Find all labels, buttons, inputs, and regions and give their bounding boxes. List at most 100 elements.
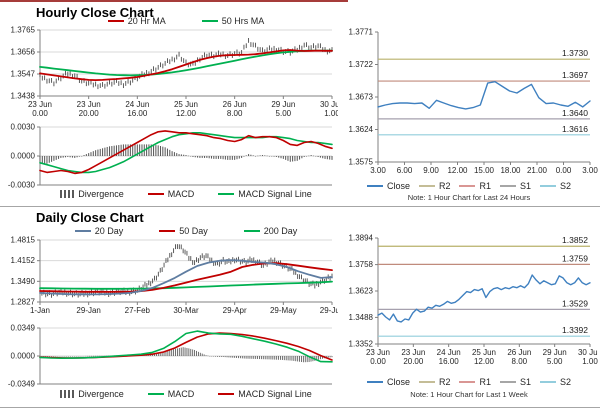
legend-label: 200 Day (263, 225, 298, 236)
legend-label: MACD (167, 188, 195, 199)
legend-label: R2 (438, 181, 451, 191)
svg-text:1.3623: 1.3623 (349, 287, 374, 296)
svg-text:16.00: 16.00 (127, 109, 148, 118)
daily-price-legend: 20 Day 50 Day 200 Day (40, 225, 332, 236)
svg-text:1.3575: 1.3575 (349, 158, 374, 167)
svg-text:8.00: 8.00 (227, 109, 243, 118)
svg-text:1.3722: 1.3722 (349, 60, 374, 69)
legend-label: S2 (560, 377, 572, 387)
svg-text:20.00: 20.00 (79, 109, 100, 118)
legend-item-r2: R2 (418, 181, 451, 191)
svg-text:1.2827: 1.2827 (11, 298, 36, 307)
hourly-macd-legend: Divergence MACD MACD Signal Line (40, 188, 332, 199)
svg-text:29 Jun: 29 Jun (543, 348, 567, 357)
line-swatch-icon (500, 381, 516, 383)
legend-label: S2 (560, 181, 572, 191)
svg-text:18.00: 18.00 (500, 166, 521, 175)
svg-text:26 Jun: 26 Jun (223, 100, 247, 109)
legend-item-macd-signal-line: MACD Signal Line (218, 189, 312, 199)
line-swatch-icon (243, 229, 260, 232)
line-swatch-icon (366, 185, 383, 187)
legend-item-20-day: 20 Day (74, 226, 123, 236)
svg-text:1.3616: 1.3616 (562, 124, 588, 134)
line-swatch-icon (147, 192, 164, 195)
legend-label: Divergence (78, 188, 124, 199)
legend-item-divergence: Divergence (60, 389, 124, 399)
svg-text:1.3352: 1.3352 (349, 340, 374, 349)
svg-text:27-Feb: 27-Feb (125, 306, 151, 315)
legend-label: Close (386, 377, 410, 387)
legend-label: S1 (520, 181, 532, 191)
svg-text:30 Jun: 30 Jun (578, 348, 598, 357)
hourly-macd-canvas: 0.0030 0.0000 -0.0030 (8, 123, 333, 190)
svg-text:12.00: 12.00 (474, 357, 495, 366)
svg-text:16.00: 16.00 (439, 357, 460, 366)
legend-item-close: Close (366, 377, 410, 387)
hourly-24h-chart: 1.3771 1.3722 1.3673 1.3624 1.3575 3.00 6.00 9.… (336, 20, 599, 184)
bottom-divider-rule (0, 407, 600, 408)
legend-item-close: Close (366, 181, 410, 191)
svg-text:23 Jun: 23 Jun (366, 348, 390, 357)
svg-text:30 Jun: 30 Jun (320, 100, 338, 109)
line-swatch-icon (159, 229, 176, 232)
line-swatch-icon (366, 381, 383, 383)
svg-text:24 Jun: 24 Jun (125, 100, 149, 109)
svg-text:26 Jun: 26 Jun (507, 348, 531, 357)
legend-item-r1: R1 (459, 181, 491, 191)
legend-item-50-hrs-ma: 50 Hrs MA (201, 15, 265, 26)
legend-item-s1: S1 (500, 181, 531, 191)
svg-text:1.3673: 1.3673 (349, 93, 374, 102)
svg-text:8.00: 8.00 (512, 357, 528, 366)
svg-text:1.3488: 1.3488 (349, 313, 374, 322)
daily-price-chart: 1.4815 1.4152 1.3490 1.2827 1-Jan 29-Jan 27-Fe… (4, 236, 345, 322)
bar-swatch-icon (60, 189, 75, 198)
svg-text:15.00: 15.00 (474, 166, 495, 175)
svg-text:25 Jun: 25 Jun (174, 100, 198, 109)
svg-text:25 Jun: 25 Jun (472, 348, 496, 357)
legend-label: 50 Hrs MA (221, 15, 265, 26)
legend-item-r1: R1 (459, 377, 491, 387)
legend-label: 50 Day (179, 225, 208, 236)
svg-text:29-Jun: 29-Jun (320, 306, 338, 315)
legend-label: MACD Signal Line (238, 388, 312, 399)
line-swatch-icon (201, 19, 218, 22)
line-swatch-icon (459, 381, 476, 383)
svg-text:0.00: 0.00 (556, 166, 572, 175)
svg-text:1.4152: 1.4152 (11, 256, 36, 265)
svg-text:1.3730: 1.3730 (562, 48, 588, 58)
svg-text:23 Jun: 23 Jun (77, 100, 101, 109)
svg-text:0.0349: 0.0349 (11, 324, 36, 333)
legend-label: 20 Hr MA (127, 15, 166, 26)
svg-text:1.3758: 1.3758 (349, 260, 374, 269)
svg-text:3.00: 3.00 (370, 166, 386, 175)
line-swatch-icon (74, 229, 91, 232)
svg-text:1.3771: 1.3771 (349, 28, 374, 37)
legend-item-20-hr-ma: 20 Hr MA (107, 15, 166, 26)
legend-item-macd: MACD (147, 389, 194, 399)
legend-label: Close (386, 181, 410, 191)
svg-text:1-Jan: 1-Jan (30, 306, 50, 315)
svg-text:5.00: 5.00 (276, 109, 292, 118)
legend-label: R1 (479, 377, 491, 387)
hourly-price-chart: 1.3765 1.3656 1.3547 1.3438 23 Jun 0.00 23 Jun… (4, 24, 344, 124)
line-swatch-icon (500, 185, 516, 187)
svg-text:29-Apr: 29-Apr (223, 306, 247, 315)
svg-text:1.3697: 1.3697 (562, 70, 588, 80)
svg-text:29-Jan: 29-Jan (76, 306, 100, 315)
legend-label: MACD Signal Line (238, 188, 312, 199)
svg-text:0.00: 0.00 (370, 357, 386, 366)
legend-label: S1 (520, 377, 532, 387)
line-swatch-icon (218, 192, 235, 195)
svg-text:29-May: 29-May (270, 306, 297, 315)
svg-text:1.3547: 1.3547 (11, 70, 36, 79)
daily-section-title: Daily Close Chart (36, 210, 144, 225)
legend-label: Divergence (78, 388, 124, 399)
svg-text:1.3529: 1.3529 (562, 298, 588, 308)
section-divider-rule (0, 206, 600, 207)
line-swatch-icon (459, 185, 476, 187)
svg-text:1.3852: 1.3852 (562, 235, 588, 245)
